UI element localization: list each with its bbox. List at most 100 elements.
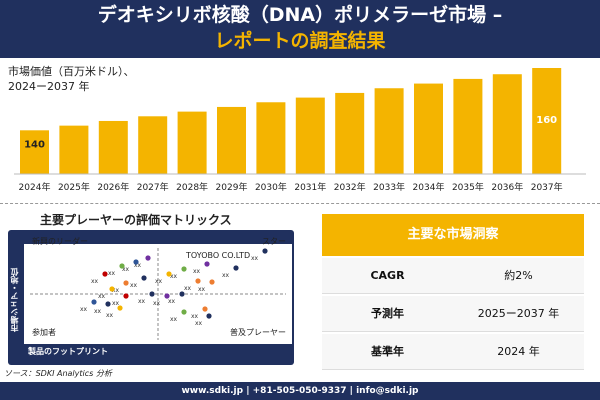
- quadrant-pervasive-players: 普及プレーヤー: [230, 328, 286, 337]
- market-value-label-line2: 2024ー2037 年: [8, 80, 90, 93]
- matrix-point-label: xx: [138, 298, 146, 305]
- matrix-point: [91, 299, 97, 305]
- insight-row-cagr: CAGR 約2%: [322, 258, 584, 294]
- bar-12: [492, 74, 522, 174]
- bar-category-label: 2029年: [216, 181, 248, 193]
- matrix-point: [117, 305, 123, 311]
- matrix-point: [195, 278, 201, 284]
- insight-key: 基準年: [371, 345, 404, 358]
- bar-category-label: 2028年: [176, 181, 208, 193]
- bar-category-label: 2036年: [491, 181, 523, 193]
- matrix-point-label: xx: [222, 272, 230, 279]
- matrix-point: [166, 271, 172, 277]
- matrix-point: [179, 291, 185, 297]
- matrix-point-label: xx: [134, 262, 142, 269]
- quadrant-emerging-leaders: 新興のリーダー: [32, 237, 88, 246]
- quadrant-participants: 参加者: [32, 328, 56, 337]
- source-note: ソース：SDKI Analytics 分析: [4, 369, 112, 378]
- bar-3: [138, 116, 168, 174]
- market-value-bar-chart: 2024年 140 2025年 2026年 2027年 2028年 2029年 2030年 20…: [14, 68, 586, 193]
- matrix-point-label: xx: [112, 287, 120, 294]
- matrix-point-label: xx: [155, 278, 163, 285]
- bar-6: [256, 102, 286, 174]
- matrix-point: [102, 271, 108, 277]
- insight-value: 2025ー2037 年: [477, 307, 560, 320]
- bar-data-label: 140: [24, 139, 45, 150]
- bar-10: [414, 83, 443, 174]
- matrix-x-axis-label: 製品のフットプリント: [28, 347, 108, 356]
- matrix-point-label: xx: [106, 312, 114, 319]
- bar-0: [20, 130, 49, 174]
- highlight-company-label: TOYOBO CO.LTD: [186, 251, 251, 260]
- quadrant-stars: スター: [262, 237, 286, 246]
- bar-data-label: 160: [536, 115, 557, 126]
- matrix-point: [209, 279, 215, 285]
- bar-category-label: 2034年: [413, 181, 445, 193]
- bar-category-label: 2035年: [452, 181, 484, 193]
- matrix-point: [233, 265, 239, 271]
- contact-footer: www.sdki.jp | +81-505-050-9337 | info@sd…: [0, 382, 600, 400]
- matrix-point: [141, 275, 147, 281]
- insight-key: CAGR: [370, 269, 405, 282]
- matrix-point: [119, 263, 125, 269]
- bar-category-label: 2033年: [373, 181, 405, 193]
- matrix-point-label: xx: [195, 320, 203, 327]
- bar-8: [335, 92, 365, 174]
- bar-category-label: 2027年: [137, 181, 169, 193]
- bar-category-label: 2031年: [294, 181, 326, 193]
- matrix-point-label: xx: [108, 270, 116, 277]
- bar-1: [59, 125, 89, 174]
- matrix-point: [105, 301, 111, 307]
- matrix-point-label: xx: [198, 286, 206, 293]
- bar-9: [374, 88, 404, 174]
- insight-value: 2024 年: [497, 345, 540, 358]
- market-value-label-line1: 市場価値（百万米ドル）、: [8, 65, 135, 78]
- matrix-point: [206, 313, 212, 319]
- matrix-point-label: xx: [98, 293, 106, 300]
- bar-category-label: 2037年: [531, 181, 563, 193]
- bar-5: [217, 106, 246, 174]
- matrix-point: [109, 286, 115, 292]
- matrix-point: [262, 248, 268, 254]
- bar-13: [532, 68, 562, 174]
- bar-category-label: 2030年: [255, 181, 287, 193]
- matrix-point-label: xx: [168, 298, 176, 305]
- insight-row-forecast: 予測年 2025ー2037 年: [322, 296, 584, 332]
- matrix-point-label: xx: [130, 282, 138, 289]
- insight-value: 約2%: [504, 269, 533, 282]
- report-subtitle: レポートの調査結果: [214, 30, 386, 52]
- matrix-point-label: xx: [191, 313, 199, 320]
- bar-4: [177, 111, 207, 174]
- insights-header: 主要な市場洞察: [322, 214, 584, 256]
- matrix-point-label: xx: [170, 316, 178, 323]
- matrix-point: [123, 280, 129, 286]
- matrix-point-label: xx: [170, 273, 178, 280]
- bar-category-label: 2024年: [19, 181, 51, 193]
- matrix-point-label: xx: [94, 308, 102, 315]
- insight-row-base-year: 基準年 2024 年: [322, 334, 584, 370]
- report-header: デオキシリボ核酸（DNA）ポリメラーゼ市場 – レポートの調査結果: [0, 0, 600, 58]
- matrix-point: [145, 255, 151, 261]
- matrix-point-label: xx: [80, 306, 88, 313]
- market-value-label: 市場価値（百万米ドル）、 2024ー2037 年: [8, 64, 135, 94]
- bar-category-label: 2032年: [334, 181, 366, 193]
- section-divider: [0, 203, 600, 204]
- matrix-point: [202, 306, 208, 312]
- bar-11: [453, 78, 483, 174]
- matrix-point-label: xx: [122, 266, 130, 273]
- bar-2: [98, 120, 128, 174]
- matrix-point: [181, 266, 187, 272]
- bar-category-label: 2025年: [58, 181, 90, 193]
- matrix-point-label: xx: [184, 285, 192, 292]
- bar-category-label: 2026年: [97, 181, 129, 193]
- bar-7: [295, 97, 325, 174]
- matrix-title: 主要プレーヤーの評価マトリックス: [40, 213, 232, 227]
- matrix-point-label: xx: [91, 278, 99, 285]
- matrix-point: [164, 293, 170, 299]
- matrix-point: [149, 291, 155, 297]
- matrix-point-label: xx: [112, 300, 120, 307]
- matrix-point-label: xx: [251, 255, 259, 262]
- report-title: デオキシリボ核酸（DNA）ポリメラーゼ市場 –: [97, 4, 503, 26]
- matrix-point-label: xx: [153, 300, 161, 307]
